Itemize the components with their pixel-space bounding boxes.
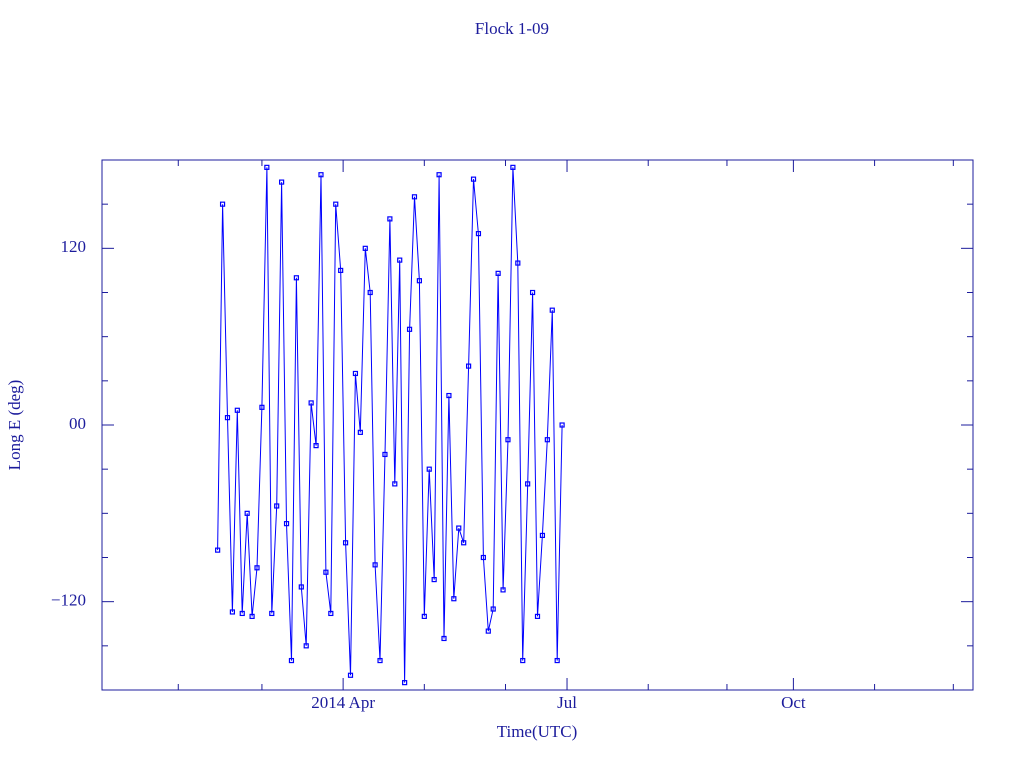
data-point [406, 326, 413, 332]
y-tick-label: 00 [69, 414, 86, 433]
data-point [244, 510, 250, 516]
data-point [298, 584, 304, 590]
data-point [254, 565, 260, 571]
data-point [510, 164, 516, 170]
data-point [372, 562, 378, 568]
data-point [239, 610, 245, 617]
data-point [520, 657, 526, 664]
x-tick-label: Oct [781, 693, 806, 712]
data-point [219, 201, 226, 207]
data-point [259, 404, 265, 410]
data-point [495, 270, 501, 276]
data-point [293, 275, 299, 281]
data-point [402, 680, 408, 686]
data-point [313, 443, 319, 449]
y-axis-label: Long E (deg) [5, 380, 24, 471]
data-point [279, 179, 285, 185]
data-point [446, 392, 452, 399]
data-point [323, 569, 329, 575]
data-point [382, 451, 388, 458]
data-point [470, 176, 477, 182]
data-point [441, 635, 447, 642]
data-point [288, 657, 295, 664]
y-tick-label: −120 [51, 591, 86, 610]
data-point [466, 363, 472, 369]
data-point [392, 481, 398, 487]
data-point [234, 407, 240, 413]
data-point [544, 437, 550, 443]
data-point [352, 370, 359, 377]
x-axis-label: Time(UTC) [497, 722, 578, 741]
data-point [283, 521, 290, 527]
data-point [318, 172, 324, 178]
data-point [480, 554, 486, 561]
data-point [411, 194, 418, 200]
data-point [421, 613, 427, 619]
data-point [387, 216, 393, 222]
chart-title: Flock 1-09 [475, 19, 549, 38]
data-point [549, 307, 555, 313]
data-point [362, 245, 368, 251]
data-point [229, 609, 236, 615]
y-tick-label: 120 [61, 237, 87, 256]
data-point [269, 610, 275, 617]
data-point [485, 628, 491, 634]
data-point [357, 429, 363, 435]
data-point [338, 267, 344, 274]
data-point [303, 643, 309, 649]
data-point [333, 201, 339, 207]
data-point [559, 422, 565, 428]
data-point [264, 164, 270, 170]
data-point [490, 606, 496, 612]
series-line [217, 167, 563, 683]
data-point [515, 260, 521, 266]
data-point [367, 289, 373, 296]
data-point [342, 540, 349, 546]
data-point [377, 657, 383, 664]
data-point [224, 415, 231, 421]
x-tick-label: 2014 Apr [311, 693, 375, 712]
data-point [426, 466, 432, 472]
data-point [431, 576, 437, 583]
data-point [436, 172, 442, 178]
data-point [308, 400, 314, 406]
data-point [539, 532, 546, 539]
data-point [347, 672, 354, 678]
data-point [249, 613, 255, 619]
data-point [500, 587, 506, 593]
data-point [274, 503, 280, 509]
data-point [529, 289, 536, 296]
data-point [525, 481, 531, 487]
data-point [456, 525, 462, 531]
data-point [328, 610, 334, 617]
data-point [416, 278, 422, 284]
plot-area [215, 164, 565, 686]
x-tick-label: Jul [557, 693, 577, 712]
data-point [534, 613, 541, 619]
data-point [397, 257, 403, 263]
data-point [215, 547, 221, 553]
data-point [505, 437, 511, 443]
data-point [461, 540, 467, 546]
data-point [554, 657, 560, 664]
data-point [451, 596, 457, 602]
data-point [475, 231, 482, 237]
